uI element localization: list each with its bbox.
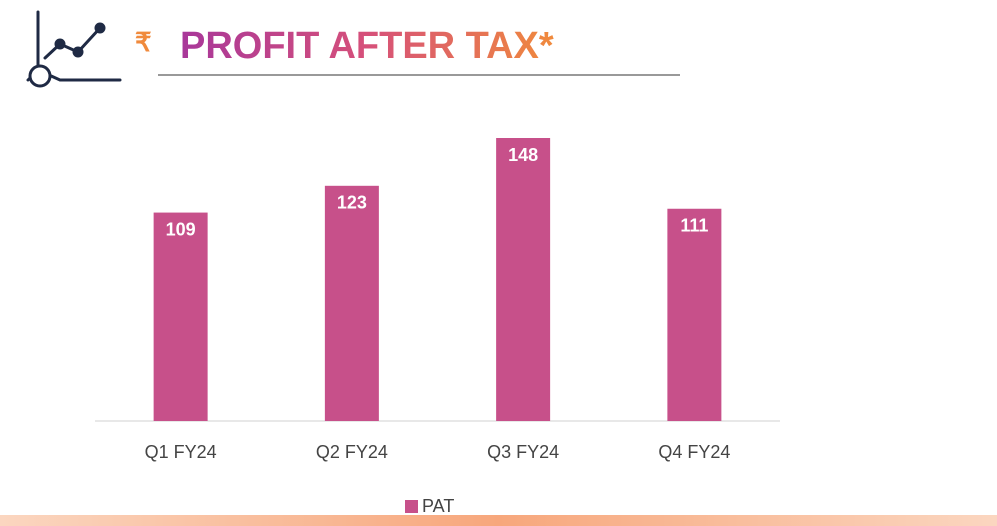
data-label: 109	[166, 219, 196, 239]
currency-symbol: ₹	[135, 27, 152, 57]
x-tick-label: Q2 FY24	[316, 442, 388, 462]
bar	[496, 138, 551, 421]
bar	[153, 212, 208, 421]
data-label: 123	[337, 193, 367, 213]
x-tick-label: Q4 FY24	[658, 442, 730, 462]
legend-swatch	[405, 500, 418, 513]
bar	[324, 185, 379, 421]
icon	[26, 10, 122, 88]
chart-title: PROFIT AFTER TAX*	[180, 25, 554, 67]
data-label: 111	[680, 216, 708, 236]
data-label: 148	[508, 145, 538, 165]
legend-label: PAT	[422, 496, 454, 516]
bar	[667, 208, 722, 421]
x-tick-label: Q1 FY24	[145, 442, 217, 462]
footer-strip	[0, 515, 997, 526]
x-tick-label: Q3 FY24	[487, 442, 559, 462]
